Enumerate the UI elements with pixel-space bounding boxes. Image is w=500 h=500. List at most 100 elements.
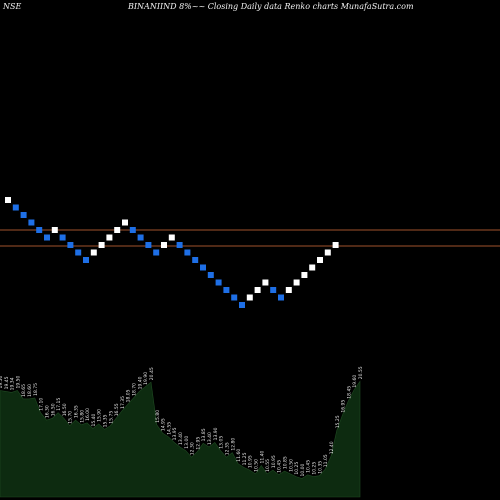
volume-label: 11.05	[323, 454, 329, 467]
renko-brick-down	[192, 257, 199, 263]
volume-label: 12.95	[195, 437, 201, 450]
volume-label: 19.60	[352, 375, 358, 388]
renko-brick-down	[137, 234, 144, 241]
renko-brick-down	[184, 249, 191, 256]
volume-label: 12.80	[230, 438, 236, 451]
volume-label: 12.40	[329, 441, 335, 454]
exchange-label: NSE	[3, 2, 22, 11]
volume-label: 10.55	[265, 459, 271, 472]
price-lines	[0, 229, 500, 247]
volume-label: 16.50	[50, 403, 56, 416]
chart-title: BINANIIND 8%~~ Closing Daily data Renko …	[128, 2, 414, 11]
renko-brick-up	[168, 234, 175, 241]
volume-label: 15.35	[103, 414, 109, 427]
volume-label: 16.30	[45, 405, 51, 418]
renko-brick-up	[293, 279, 300, 286]
renko-brick-down	[176, 242, 183, 248]
renko-brick-up	[317, 257, 323, 263]
renko-brick-up	[246, 294, 253, 301]
renko-brick-down	[28, 219, 35, 226]
volume-label: 10.85	[283, 456, 289, 469]
renko-brick-up	[161, 242, 167, 248]
renko-brick-up	[301, 272, 308, 278]
volume-label: 19.40	[137, 376, 143, 389]
volume-label: 13.85	[201, 428, 207, 441]
volume-label: 11.25	[242, 452, 248, 465]
renko-brick-up	[90, 249, 97, 256]
volume-label: 15.70	[68, 411, 74, 424]
volume-label: 15.25	[335, 415, 341, 428]
renko-brick-up	[309, 264, 316, 271]
volume-label: 10.95	[248, 455, 254, 468]
volume-label: 15.40	[91, 413, 97, 426]
volume-label: 16.55	[114, 403, 120, 416]
volume-label: 18.75	[33, 383, 39, 396]
renko-brick-down	[67, 242, 74, 248]
renko-brick-down	[207, 272, 214, 278]
volume-label: 19.45	[4, 376, 10, 389]
volume-label: 10.45	[306, 460, 312, 473]
renko-brick-up	[324, 249, 331, 256]
volume-label: 13.40	[178, 432, 184, 445]
volume-label: 19.34	[10, 377, 16, 390]
renko-bricks	[5, 197, 339, 308]
volume-label: 10.25	[294, 462, 300, 475]
volume-label: 11.40	[259, 450, 265, 463]
volume-label: 19.50	[0, 375, 4, 388]
renko-brick-up	[114, 227, 121, 233]
renko-brick-down	[36, 227, 43, 233]
volume-label: 11.60	[236, 449, 242, 462]
renko-brick-down	[83, 257, 89, 263]
renko-brick-up	[254, 287, 261, 293]
renko-brick-down	[239, 302, 245, 308]
volume-label: 10.45	[277, 460, 283, 473]
renko-brick-down	[75, 249, 82, 256]
volume-area-fill	[0, 380, 361, 498]
volume-label: 12.35	[225, 442, 231, 455]
volume-label: 13.00	[184, 436, 190, 449]
renko-brick-down	[20, 212, 27, 218]
renko-brick-up	[106, 234, 113, 241]
volume-label: 16.95	[341, 400, 347, 413]
renko-brick-down	[270, 287, 277, 293]
renko-brick-down	[231, 294, 238, 301]
volume-label: 13.05	[219, 436, 225, 449]
volume-label: 10.50	[288, 459, 294, 472]
volume-label: 10.35	[317, 461, 323, 474]
volume-label: 15.75	[108, 411, 114, 424]
renko-brick-down	[200, 264, 206, 271]
renko-brick-up	[98, 242, 105, 248]
renko-brick-down	[223, 287, 230, 293]
volume-label: 19.50	[15, 375, 21, 388]
volume-label: 17.35	[120, 396, 126, 409]
volume-label: 18.45	[346, 386, 352, 399]
renko-brick-down	[44, 234, 50, 241]
renko-brick-down	[145, 242, 152, 248]
renko-brick-up	[332, 242, 339, 248]
volume-label: 10.95	[271, 455, 277, 468]
volume-label: 13.40	[207, 432, 213, 445]
volume-label: 14.95	[161, 418, 167, 431]
renko-brick-up	[51, 227, 58, 233]
volume-label: 13.90	[213, 427, 219, 440]
volume-label: 18.70	[132, 383, 138, 396]
volume-label: 14.55	[166, 422, 172, 435]
renko-brick-up	[285, 287, 292, 293]
renko-brick-down	[59, 234, 66, 241]
renko-brick-down	[215, 279, 222, 286]
renko-brick-up	[5, 197, 11, 203]
volume-label: 18.60	[27, 384, 33, 397]
volume-label: 17.10	[39, 398, 45, 411]
volume-label: 17.15	[56, 398, 62, 411]
renko-brick-down	[153, 249, 160, 256]
volume-label: 20.45	[149, 367, 155, 380]
volume-label: 16.00	[85, 408, 91, 421]
renko-brick-up	[262, 279, 269, 286]
volume-label: 16.35	[74, 405, 80, 418]
volume-label: 15.90	[97, 409, 103, 422]
volume-label: 15.80	[79, 410, 85, 423]
volume-label: 19.90	[143, 372, 149, 385]
volume-label: 18.65	[21, 384, 27, 397]
